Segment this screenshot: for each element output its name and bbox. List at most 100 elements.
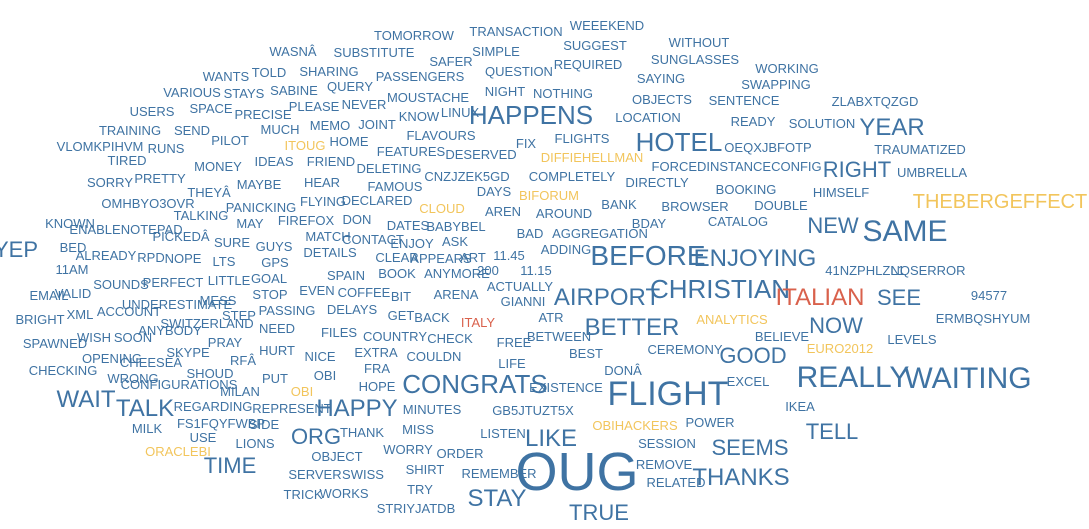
- word-fix: FIX: [516, 136, 537, 151]
- word-tell: TELL: [806, 419, 859, 444]
- word-actually: ACTUALLY: [487, 279, 554, 294]
- word-try: TRY: [407, 482, 433, 497]
- word-happens: HAPPENS: [469, 100, 593, 130]
- word-mess: MESS: [200, 293, 237, 308]
- word-believe: BELIEVE: [755, 329, 810, 344]
- word-enjoying: ENJOYING: [694, 245, 817, 272]
- word-email: EMAIL: [29, 288, 68, 303]
- word-bank: BANK: [601, 197, 637, 212]
- word-pilot: PILOT: [211, 133, 249, 148]
- word-put: PUT: [262, 371, 288, 386]
- word-regarding: REGARDING: [174, 399, 253, 414]
- word-match: MATCH: [305, 229, 350, 244]
- word-wait: WAIT: [56, 386, 115, 413]
- word-worry: WORRY: [383, 442, 433, 457]
- word-dates: DATES: [387, 218, 430, 233]
- word-weeekend: WEEEKEND: [570, 18, 644, 33]
- word-tired: TIRED: [108, 153, 147, 168]
- word-sentence: SENTENCE: [709, 93, 780, 108]
- word-existence: EXISTENCE: [529, 380, 603, 395]
- word-nothing: NOTHING: [533, 86, 593, 101]
- word-memo: MEMO: [310, 118, 350, 133]
- word-new: NEW: [807, 213, 859, 238]
- word-aggregation: AGGREGATION: [552, 226, 648, 241]
- word-please: PLEASE: [289, 99, 340, 114]
- word-better: BETTER: [585, 314, 680, 341]
- word-swiss: SWISS: [342, 467, 384, 482]
- word-details: DETAILS: [303, 245, 357, 260]
- word-umbrella: UMBRELLA: [897, 165, 967, 180]
- word-enablenotepad: ENABLENOTEPAD: [69, 222, 182, 237]
- word-forced: FORCED: [652, 159, 707, 174]
- word-side: SIDE: [249, 417, 280, 432]
- word-ikea: IKEA: [785, 399, 815, 414]
- word-may: MAY: [236, 216, 264, 231]
- word-41nzphlzl1: 41NZPHLZL1: [825, 263, 904, 278]
- word-ermbqshyum: ERMBQSHYUM: [936, 311, 1031, 326]
- word-11-15: 11.15: [520, 263, 552, 278]
- word-deserved: DESERVED: [445, 147, 516, 162]
- word-various: VARIOUS: [163, 85, 221, 100]
- word-hear: HEAR: [304, 175, 340, 190]
- word-now: NOW: [809, 313, 863, 338]
- word-milk: MILK: [132, 421, 163, 436]
- word-vlomkpihvm: VLOMKPIHVM: [57, 139, 144, 154]
- word-ideas: IDEAS: [254, 154, 293, 169]
- word-completely: COMPLETELY: [529, 169, 616, 184]
- word-configurations: CONFIGURATIONS: [121, 377, 238, 392]
- word-bad: BAD: [517, 226, 544, 241]
- word-lions: LIONS: [235, 436, 274, 451]
- word-anybody: ANYBODY: [138, 323, 202, 338]
- word-lts: LTS: [213, 254, 236, 269]
- word-works: WORKS: [319, 486, 368, 501]
- word-best: BEST: [569, 346, 603, 361]
- word-himself: HIMSELF: [813, 185, 869, 200]
- word-use: USE: [190, 430, 217, 445]
- word-valid: VALID: [55, 286, 92, 301]
- word-flying: FLYING: [300, 194, 346, 209]
- word-question: QUESTION: [485, 64, 553, 79]
- word-required: REQUIRED: [554, 57, 623, 72]
- word-book: BOOK: [378, 266, 416, 281]
- word-coffee: COFFEE: [338, 285, 391, 300]
- word-skype: SKYPE: [166, 345, 210, 360]
- word-thank: THANK: [340, 425, 384, 440]
- word-trick: TRICK: [284, 487, 323, 502]
- word-italy: ITALY: [461, 315, 496, 330]
- word-analytics: ANALYTICS: [696, 312, 768, 327]
- word-obi: OBI: [314, 368, 336, 383]
- word-firefox: FIREFOX: [278, 213, 335, 228]
- word-11-45: 11.45: [493, 248, 525, 263]
- word-soon: SOON: [114, 330, 152, 345]
- word-space: SPACE: [189, 101, 232, 116]
- word-get: GET: [388, 308, 415, 323]
- word-friend: FRIEND: [307, 154, 355, 169]
- word-instanceconfig: INSTANCECONFIG: [706, 159, 821, 174]
- word-linux: LINUX: [441, 105, 480, 120]
- word-diffiehellman: DIFFIEHELLMAN: [541, 150, 644, 165]
- word-time: TIME: [204, 453, 257, 478]
- word-safer: SAFER: [429, 54, 472, 69]
- word-pray: PRAY: [208, 335, 243, 350]
- word-zlabxtqzgd: ZLABXTQZGD: [832, 94, 919, 109]
- word-11am: 11AM: [56, 262, 89, 277]
- word-related: RELATED: [647, 475, 706, 490]
- word-before: BEFORE: [590, 240, 705, 271]
- word-flight: FLIGHT: [608, 375, 729, 413]
- word-remember: REMEMBER: [461, 466, 536, 481]
- word-account: ACCOUNT: [97, 304, 161, 319]
- word-true: TRUE: [569, 500, 629, 525]
- word-represent: REPRESENT: [252, 401, 332, 416]
- word-deleting: DELETING: [356, 161, 421, 176]
- word-ask: ASK: [442, 234, 468, 249]
- word-nqserror: NQSERROR: [890, 263, 965, 278]
- word-joint: JOINT: [358, 117, 396, 132]
- word-itoug: ITOUG: [285, 138, 326, 153]
- word-shoud: SHOUD: [187, 366, 234, 381]
- word-known: KNOWN: [45, 216, 95, 231]
- word-obihackers: OBIHACKERS: [592, 418, 678, 433]
- word-told: TOLD: [252, 65, 286, 80]
- word-object: OBJECT: [311, 449, 362, 464]
